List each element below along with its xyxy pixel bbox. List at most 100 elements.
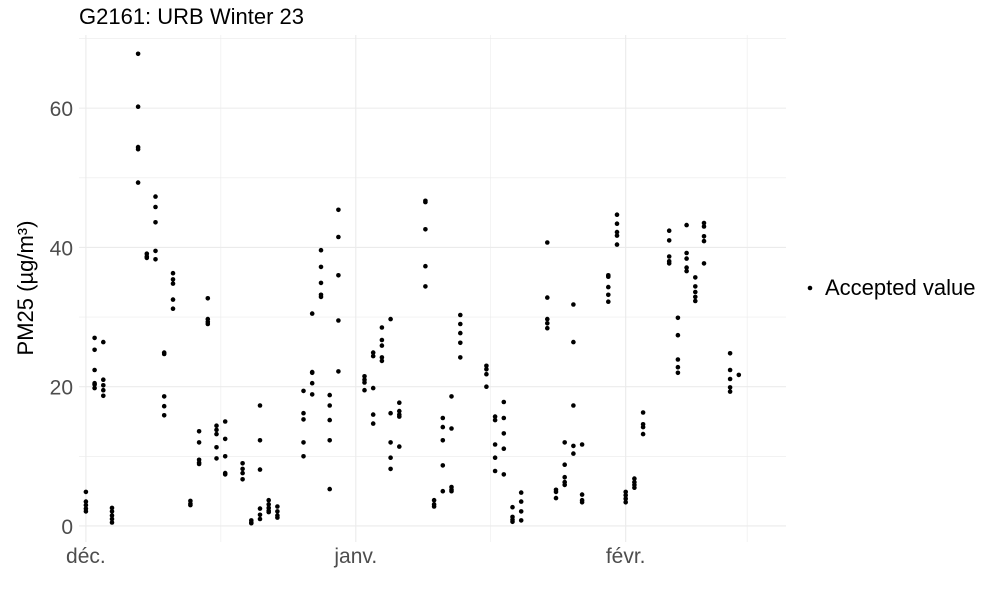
data-point (562, 440, 567, 445)
grid-lines (79, 35, 786, 542)
data-point (318, 264, 324, 270)
data-point (205, 296, 211, 301)
data-point (510, 504, 515, 510)
data-point (397, 444, 402, 449)
data-point (545, 321, 550, 326)
data-point (571, 443, 576, 449)
data-point (240, 466, 245, 472)
data-point (571, 451, 576, 456)
data-point (693, 284, 698, 289)
data-point (666, 238, 672, 243)
data-point (640, 410, 646, 415)
data-point (205, 321, 211, 327)
data-point (423, 284, 428, 289)
data-point (727, 367, 733, 373)
data-point (101, 387, 106, 393)
data-point (301, 454, 306, 459)
data-point (101, 383, 106, 388)
data-point (701, 224, 707, 229)
chart-title: G2161: URB Winter 23 (79, 4, 304, 29)
data-point (362, 380, 367, 385)
data-point (571, 339, 576, 345)
data-point (727, 385, 733, 390)
data-point (196, 440, 202, 445)
data-point (196, 461, 202, 467)
data-point (83, 502, 89, 508)
data-point (675, 364, 681, 370)
data-point (397, 408, 402, 414)
data-point (397, 400, 402, 406)
data-point (379, 355, 385, 360)
data-point (614, 221, 620, 226)
data-point (579, 500, 585, 505)
y-tick-label: 40 (50, 237, 73, 260)
data-point (153, 204, 158, 210)
data-point (249, 520, 254, 526)
data-point (196, 429, 202, 434)
data-point (388, 455, 393, 461)
data-point (484, 384, 489, 390)
data-point (675, 370, 681, 376)
data-point (92, 382, 97, 387)
data-point (492, 455, 498, 461)
data-point (327, 403, 333, 408)
data-point (327, 486, 333, 492)
data-point (257, 467, 263, 472)
data-point (518, 499, 524, 504)
data-point (266, 509, 272, 515)
data-point (518, 509, 524, 514)
data-point (623, 496, 628, 502)
data-point (545, 316, 550, 322)
data-point (684, 265, 689, 270)
data-point (701, 238, 707, 244)
data-point (301, 440, 306, 445)
data-point (440, 424, 446, 430)
data-point (458, 330, 463, 336)
data-point (623, 489, 628, 495)
data-point (170, 277, 176, 282)
data-point (379, 358, 385, 364)
data-point (423, 227, 428, 232)
data-point (161, 351, 167, 357)
data-point (92, 335, 97, 341)
data-point (727, 389, 733, 394)
data-point (214, 427, 219, 433)
data-point (606, 292, 611, 298)
data-point (614, 242, 620, 247)
data-point (161, 413, 167, 418)
data-point (309, 380, 315, 386)
data-point (362, 374, 367, 379)
data-points (83, 51, 742, 526)
data-point (370, 421, 376, 426)
data-point (492, 414, 498, 419)
data-point (222, 419, 228, 424)
data-point (736, 372, 742, 378)
data-point (501, 446, 507, 452)
data-point (423, 263, 428, 269)
data-point (135, 51, 141, 57)
data-point (388, 466, 393, 472)
data-point (257, 516, 263, 522)
data-point (579, 442, 585, 447)
data-point (257, 506, 263, 511)
data-point (327, 438, 333, 443)
data-point (370, 350, 376, 355)
data-point (440, 463, 446, 468)
data-point (632, 476, 637, 481)
data-point (693, 289, 698, 295)
data-point (640, 431, 646, 437)
data-point (449, 488, 454, 494)
data-point (257, 438, 263, 443)
data-point (214, 456, 219, 461)
y-axis-variable: PM25 (13, 298, 38, 355)
data-point (92, 385, 97, 391)
data-point (684, 222, 689, 228)
data-point (727, 351, 733, 356)
data-point (170, 306, 176, 312)
x-tick-label: févr. (606, 545, 646, 568)
data-point (83, 489, 89, 495)
data-point (492, 468, 498, 474)
data-point (92, 347, 97, 353)
data-point (501, 399, 507, 405)
data-point (109, 516, 115, 522)
